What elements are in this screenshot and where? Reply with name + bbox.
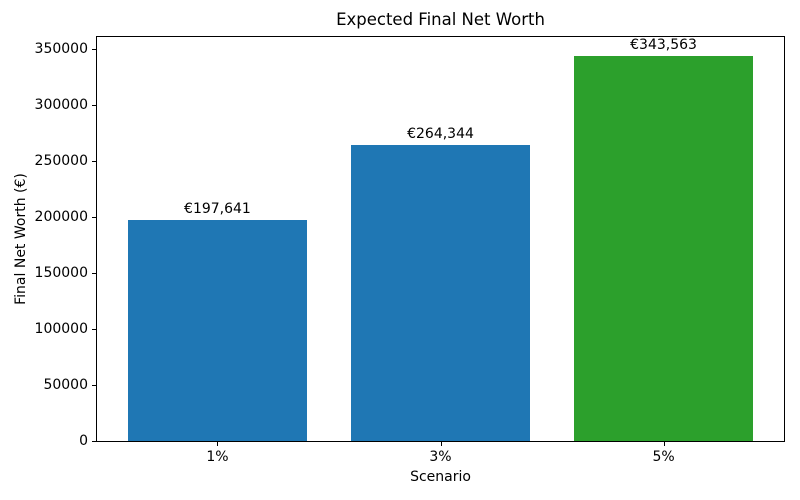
y-tick-mark — [92, 440, 96, 442]
y-tick-label: 200000 — [34, 209, 88, 226]
chart-title: Expected Final Net Worth — [336, 10, 545, 29]
bar-value-label: €264,344 — [407, 125, 474, 142]
bar-5% — [574, 56, 753, 441]
x-tick-label: 1% — [206, 449, 229, 465]
y-tick-label: 150000 — [34, 265, 88, 281]
x-tick-mark — [440, 442, 442, 446]
y-tick-label: 0 — [79, 433, 88, 449]
y-tick-label: 250000 — [34, 153, 88, 170]
y-tick-mark — [92, 272, 96, 274]
x-axis-label: Scenario — [410, 469, 471, 485]
x-tick-label: 3% — [429, 449, 452, 465]
bar-value-label: €197,641 — [184, 200, 251, 217]
x-tick-mark — [217, 442, 219, 446]
plot-area: €197,641 €264,344 €343,563 — [96, 36, 785, 442]
y-tick-mark — [92, 48, 96, 50]
y-tick-mark — [92, 328, 96, 330]
bar-value-label: €343,563 — [630, 37, 697, 54]
y-tick-label: 50000 — [43, 377, 88, 393]
y-tick-label: 350000 — [34, 41, 88, 58]
y-tick-mark — [92, 160, 96, 162]
x-tick-label: 5% — [652, 449, 675, 465]
y-tick-mark — [92, 216, 96, 218]
x-tick-mark — [663, 442, 665, 446]
y-tick-label: 300000 — [34, 97, 88, 114]
y-tick-mark — [92, 384, 96, 386]
y-tick-label: 100000 — [34, 321, 88, 337]
bar-3% — [351, 144, 530, 441]
bar-1% — [128, 219, 307, 441]
y-axis-label: Final Net Worth (€) — [13, 173, 29, 305]
y-tick-mark — [92, 104, 96, 106]
